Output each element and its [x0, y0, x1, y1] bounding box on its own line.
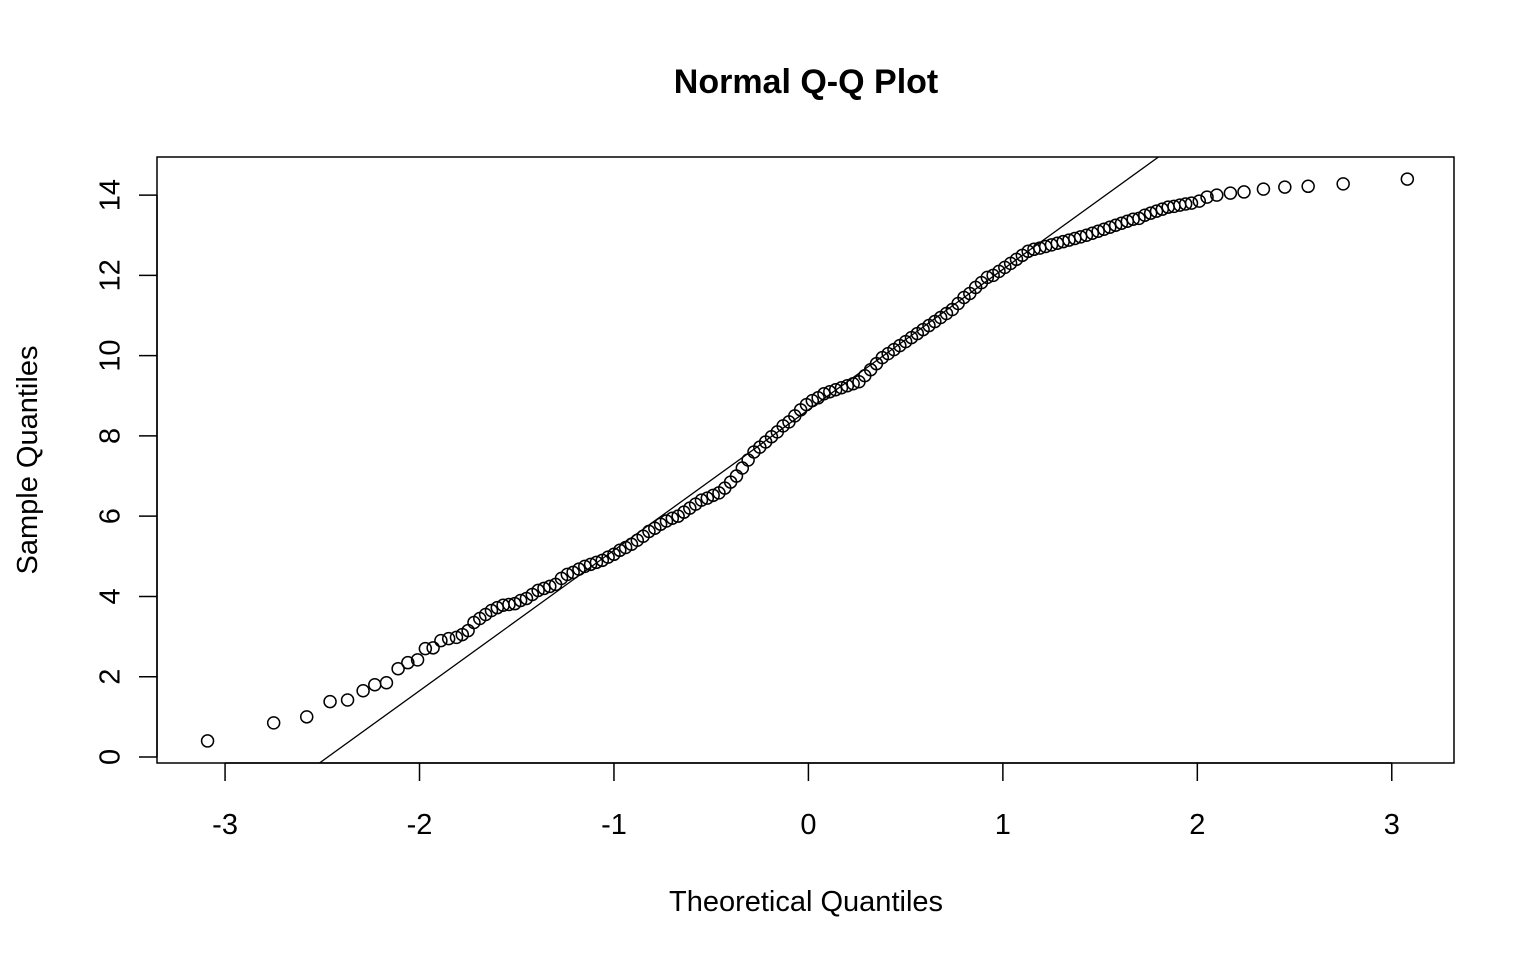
data-point: [1126, 212, 1140, 226]
data-point: [441, 631, 456, 646]
data-point: [1108, 218, 1123, 232]
plot-frame: [156, 156, 1455, 764]
y-tick-label: 2: [95, 669, 127, 685]
data-point: [1400, 172, 1415, 186]
x-axis-title: Theoretical Quantiles: [669, 886, 943, 918]
qq-reference-line: [318, 157, 1160, 763]
y-axis-title: Sample Quantiles: [12, 346, 44, 575]
data-point: [1278, 180, 1292, 194]
data-point: [418, 641, 433, 656]
data-point: [1192, 194, 1207, 208]
y-tick-label: 4: [95, 588, 127, 604]
data-point: [368, 677, 382, 692]
data-point: [980, 270, 995, 285]
data-point: [537, 581, 551, 596]
reference-line-group: [318, 157, 1160, 763]
data-points: [200, 172, 1415, 748]
y-tick-label: 0: [95, 749, 127, 765]
data-point: [1256, 182, 1271, 196]
data-point: [1114, 216, 1129, 230]
data-point: [1336, 177, 1350, 191]
data-point: [391, 661, 405, 676]
data-point: [323, 694, 337, 709]
x-tick-label: 0: [800, 809, 816, 841]
data-point: [694, 493, 709, 507]
data-point: [741, 453, 755, 467]
data-point: [1097, 222, 1111, 236]
data-point: [1178, 197, 1193, 211]
data-point: [401, 655, 415, 670]
data-point: [513, 593, 528, 608]
x-tick-label: 2: [1189, 809, 1205, 841]
data-point: [1210, 188, 1224, 202]
x-tick-label: 3: [1384, 809, 1400, 841]
data-point: [434, 633, 448, 648]
data-point: [583, 557, 598, 572]
data-point: [356, 684, 370, 698]
data-point: [1138, 208, 1152, 222]
x-tick-label: -3: [212, 809, 238, 841]
y-tick-label: 8: [95, 428, 127, 444]
x-tick-label: -2: [407, 809, 433, 841]
data-point: [1085, 226, 1100, 241]
data-point: [200, 734, 215, 748]
data-point: [834, 381, 849, 395]
data-point: [817, 387, 831, 401]
data-point: [1091, 224, 1105, 238]
x-tick-label: 1: [995, 809, 1011, 841]
x-tick-label: -1: [601, 809, 627, 841]
data-point: [502, 597, 516, 612]
y-tick-label: 6: [95, 508, 127, 524]
data-point: [543, 579, 557, 594]
data-point: [1301, 179, 1315, 194]
data-point: [1079, 228, 1094, 243]
data-point: [846, 376, 860, 391]
data-point: [560, 567, 575, 582]
data-point: [1223, 186, 1238, 200]
data-point: [426, 641, 440, 655]
data-point: [1143, 206, 1158, 220]
data-point: [299, 710, 314, 724]
data-point: [410, 653, 425, 667]
data-point: [1184, 196, 1199, 210]
data-point: [578, 559, 592, 574]
y-tick-label: 12: [95, 259, 127, 291]
y-tick-label: 14: [95, 179, 127, 211]
chart-title: Normal Q-Q Plot: [674, 63, 938, 101]
data-point: [340, 693, 355, 707]
data-point: [840, 379, 855, 393]
data-point: [1149, 204, 1164, 218]
data-point: [1200, 190, 1214, 204]
data-point: [828, 383, 843, 397]
data-point: [266, 716, 281, 730]
data-point: [706, 488, 720, 503]
data-point: [531, 583, 545, 598]
y-tick-label: 10: [95, 340, 127, 372]
data-point: [379, 675, 394, 690]
data-point: [1237, 185, 1251, 199]
data-point: [589, 555, 604, 570]
data-point: [735, 461, 750, 475]
data-point: [1103, 220, 1117, 234]
data-point: [665, 511, 680, 525]
data-point: [823, 385, 837, 399]
x-axis: -3 -2 -1 0 1 2 3: [212, 762, 1400, 841]
y-axis: 0 2 4 6 8 10 12 14: [95, 179, 158, 765]
